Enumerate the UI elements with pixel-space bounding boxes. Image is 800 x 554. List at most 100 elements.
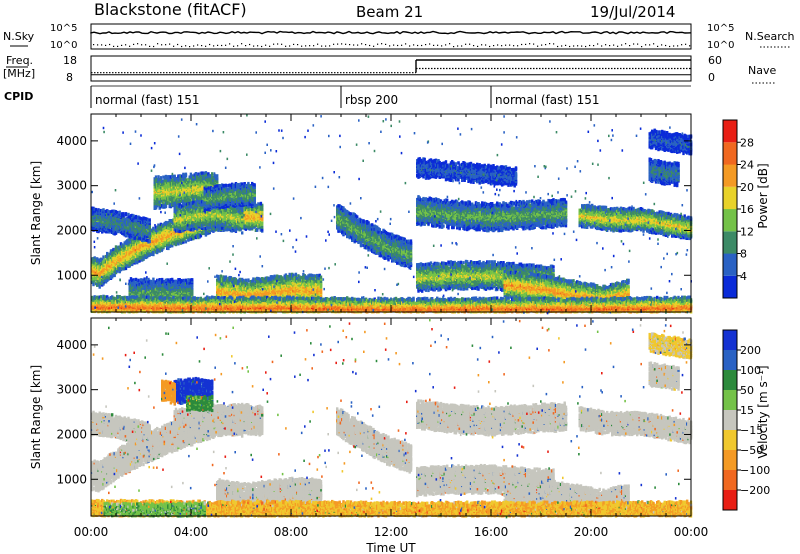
noise-search-point xyxy=(549,43,550,44)
noise-search-label: N.Search xyxy=(745,30,795,43)
noise-search-point xyxy=(465,44,466,45)
noise-search-point xyxy=(609,45,610,46)
noise-search-point xyxy=(565,45,566,46)
noise-right-tick-bottom: 10^0 xyxy=(707,40,734,51)
noise-search-point xyxy=(481,44,482,45)
date-title: 19/Jul/2014 xyxy=(590,3,675,21)
noise-search-point xyxy=(221,45,222,46)
cpid-label: CPID xyxy=(4,90,33,103)
noise-search-point xyxy=(149,46,150,47)
noise-search-point xyxy=(249,44,250,45)
cpid-segment-label: rbsp 200 xyxy=(345,93,398,107)
noise-search-point xyxy=(309,45,310,46)
noise-search-point xyxy=(585,46,586,47)
noise-search-point xyxy=(493,45,494,46)
noise-search-point xyxy=(641,46,642,47)
noise-search-point xyxy=(441,45,442,46)
noise-search-point xyxy=(197,44,198,45)
nave-label: Nave xyxy=(748,64,776,77)
noise-search-point xyxy=(125,44,126,45)
noise-search-point xyxy=(205,46,206,47)
fitacf-summary-plot: Blackstone (fitACF) Beam 21 19/Jul/2014 … xyxy=(0,0,800,554)
noise-sky-trace xyxy=(91,32,691,34)
noise-search-point xyxy=(181,46,182,47)
noise-search-point xyxy=(293,44,294,45)
noise-search-point xyxy=(577,45,578,46)
noise-search-point xyxy=(361,43,362,44)
noise-search-point xyxy=(657,46,658,47)
noise-search-point xyxy=(545,44,546,45)
noise-search-point xyxy=(409,45,410,46)
noise-search-point xyxy=(377,44,378,45)
noise-search-point xyxy=(633,43,634,44)
noise-search-point xyxy=(521,44,522,45)
freq-unit-label: [MHz] xyxy=(3,67,35,80)
heatmap-cell xyxy=(114,274,116,277)
noise-search-point xyxy=(389,45,390,46)
noise-search-point xyxy=(325,46,326,47)
noise-search-point xyxy=(345,44,346,45)
noise-search-point xyxy=(261,46,262,47)
noise-search-point xyxy=(101,44,102,45)
noise-search-point xyxy=(333,44,334,45)
noise-search-point xyxy=(145,44,146,45)
noise-search-point xyxy=(189,46,190,47)
freq-panel: Freq. [MHz] 18 8 60 0 Nave xyxy=(3,54,776,84)
noise-search-point xyxy=(173,46,174,47)
noise-search-point xyxy=(533,44,534,45)
noise-search-point xyxy=(665,45,666,46)
noise-left-tick-top: 10^5 xyxy=(50,23,77,34)
noise-search-point xyxy=(437,45,438,46)
noise-search-point xyxy=(677,45,678,46)
noise-search-point xyxy=(313,45,314,46)
noise-search-point xyxy=(321,46,322,47)
noise-search-point xyxy=(365,44,366,45)
noise-search-point xyxy=(517,45,518,46)
noise-search-point xyxy=(369,45,370,46)
noise-search-point xyxy=(185,45,186,46)
noise-search-point xyxy=(513,45,514,46)
noise-left-tick-bottom: 10^0 xyxy=(50,40,77,51)
noise-search-point xyxy=(401,45,402,46)
heatmap-cell xyxy=(99,286,101,289)
noise-search-point xyxy=(613,45,614,46)
noise-search-point xyxy=(541,45,542,46)
noise-search-point xyxy=(133,44,134,45)
heatmap-cell xyxy=(152,227,154,230)
power-heatmap xyxy=(91,114,692,314)
noise-search-point xyxy=(617,46,618,47)
freq-label: Freq. xyxy=(6,54,33,67)
nave-tick-bottom: 0 xyxy=(708,71,715,84)
noise-search-point xyxy=(237,45,238,46)
noise-search-point xyxy=(269,46,270,47)
noise-search-point xyxy=(689,45,690,46)
noise-search-point xyxy=(137,43,138,44)
noise-search-point xyxy=(537,46,538,47)
noise-search-point xyxy=(429,43,430,44)
noise-search-point xyxy=(317,44,318,45)
noise-search-point xyxy=(573,45,574,46)
noise-search-point xyxy=(529,43,530,44)
noise-search-point xyxy=(461,45,462,46)
freq-tick-bottom: 8 xyxy=(66,71,73,84)
noise-search-point xyxy=(289,45,290,46)
noise-search-point xyxy=(233,46,234,47)
noise-search-point xyxy=(277,43,278,44)
noise-search-point xyxy=(597,43,598,44)
noise-sky-label: N.Sky xyxy=(3,30,35,43)
noise-search-point xyxy=(473,45,474,46)
noise-search-point xyxy=(161,44,162,45)
noise-search-point xyxy=(341,43,342,44)
heatmap-cell xyxy=(102,255,104,258)
noise-search-point xyxy=(433,45,434,46)
noise-search-point xyxy=(505,45,506,46)
noise-search-point xyxy=(649,44,650,45)
noise-search-point xyxy=(485,44,486,45)
noise-search-point xyxy=(281,44,282,45)
noise-search-point xyxy=(501,45,502,46)
noise-search-point xyxy=(373,46,374,47)
noise-search-point xyxy=(569,46,570,47)
noise-search-point xyxy=(681,44,682,45)
noise-search-point xyxy=(113,46,114,47)
